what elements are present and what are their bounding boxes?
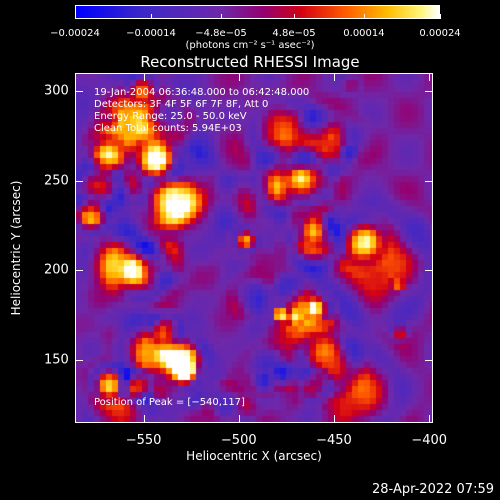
y-tick-mark	[75, 91, 83, 92]
y-tick-label: 250	[44, 173, 69, 189]
colorbar-tick-mark	[75, 14, 76, 19]
x-tick-label: −550	[125, 433, 162, 448]
colorbar-tick-label: 0.00014	[343, 28, 385, 39]
y-tick-mark	[75, 270, 83, 271]
heatmap-image	[76, 74, 432, 422]
colorbar-tick-mark	[151, 14, 152, 19]
x-tick-mark	[429, 415, 430, 423]
timestamp: 28-Apr-2022 07:59	[372, 482, 494, 497]
colorbar-tick-mark	[294, 14, 295, 19]
colorbar-tick-mark	[440, 14, 441, 19]
y-tick-mark	[75, 181, 83, 182]
y-tick-mark	[75, 360, 83, 361]
y-tick-mark	[425, 270, 433, 271]
x-tick-label: −450	[316, 433, 352, 448]
x-tick-mark	[144, 73, 145, 81]
info-line: Energy Range: 25.0 - 50.0 keV	[94, 111, 247, 122]
info-line: Detectors: 3F 4F 5F 6F 7F 8F, Att 0	[94, 99, 269, 110]
peak-position-label: Position of Peak = [−540,117]	[94, 397, 245, 408]
y-tick-mark	[425, 360, 433, 361]
y-tick-mark	[425, 181, 433, 182]
y-tick-label: 150	[44, 352, 69, 368]
info-line: Clean Total counts: 5.94E+03	[94, 123, 242, 134]
plot-area: 19-Jan-2004 06:36:48.000 to 06:42:48.000…	[75, 73, 433, 423]
y-tick-label: 200	[44, 262, 69, 278]
x-tick-mark	[334, 73, 335, 81]
colorbar-label: (photons cm⁻² s⁻¹ asec⁻²)	[185, 40, 315, 51]
colorbar-tick-label: −0.00014	[126, 28, 176, 39]
y-tick-mark	[425, 91, 433, 92]
x-tick-label: −500	[220, 433, 257, 448]
x-tick-mark	[239, 73, 240, 81]
colorbar-tick-mark	[221, 14, 222, 19]
x-tick-mark	[144, 415, 145, 423]
colorbar-tick-label: −0.00024	[50, 28, 100, 39]
colorbar-tick-mark	[364, 14, 365, 19]
x-axis-label: Heliocentric X (arcsec)	[186, 449, 322, 463]
colorbar-tick-label: 4.8e−05	[272, 28, 316, 39]
colorbar-tick-label: −4.8e−05	[195, 28, 247, 39]
x-tick-mark	[429, 73, 430, 81]
info-line: 19-Jan-2004 06:36:48.000 to 06:42:48.000	[94, 87, 310, 98]
y-tick-label: 300	[44, 83, 69, 99]
colorbar	[75, 5, 440, 19]
x-tick-label: −400	[411, 433, 448, 448]
chart-title: Reconstructed RHESSI Image	[140, 53, 360, 71]
x-tick-mark	[334, 415, 335, 423]
colorbar-tick-label: 0.00024	[419, 28, 461, 39]
y-axis-label: Heliocentric Y (arcsec)	[9, 180, 23, 316]
x-tick-mark	[239, 415, 240, 423]
